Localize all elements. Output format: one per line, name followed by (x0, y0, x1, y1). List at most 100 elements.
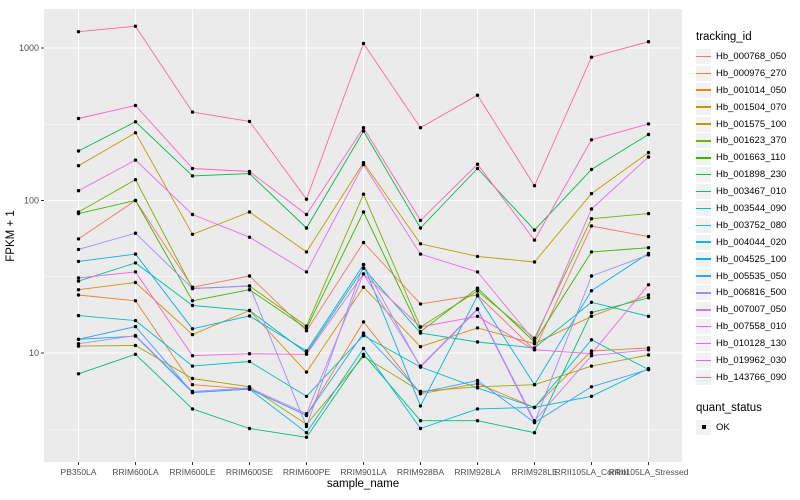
data-point (646, 367, 651, 372)
data-point (646, 253, 651, 257)
data-point (475, 286, 480, 290)
data-point (532, 348, 537, 352)
data-point (418, 390, 423, 395)
legend-key (696, 251, 711, 267)
data-point (361, 266, 366, 270)
data-point (133, 252, 138, 256)
legend-item-label: Hb_143766_090 (716, 371, 787, 383)
data-point (76, 342, 81, 346)
data-point (475, 294, 480, 298)
x-tick-label: RRIM600LA (112, 467, 159, 477)
data-point (646, 296, 651, 300)
data-point (247, 359, 252, 364)
legend-item: OK (696, 419, 762, 436)
x-tick-label: RRIM600PE (283, 467, 331, 477)
data-point (532, 228, 537, 232)
legend-key-line (696, 173, 711, 176)
legend-key-line (696, 156, 711, 159)
data-point (475, 407, 480, 411)
legend-key-line (696, 241, 711, 244)
data-point (133, 280, 138, 285)
data-point (247, 210, 252, 214)
data-point (190, 383, 195, 387)
legend-key-line (696, 309, 711, 311)
legend-item-label: Hb_001504_070 (716, 101, 787, 113)
data-point (361, 272, 366, 276)
data-point (532, 405, 537, 410)
data-point (247, 284, 252, 288)
legend-item: Hb_004525_100 (696, 251, 786, 268)
legend-key (696, 369, 711, 385)
data-point (190, 364, 195, 368)
data-point (361, 41, 366, 46)
data-point (646, 314, 651, 318)
data-point (532, 383, 537, 387)
data-point (133, 198, 138, 203)
legend-key (696, 285, 711, 301)
legend-item: Hb_019962_030 (696, 352, 786, 369)
data-point (646, 246, 651, 250)
data-point (76, 293, 81, 297)
x-tick-label: RRIM600LE (169, 467, 216, 477)
data-point (133, 333, 138, 338)
legend-items: Hb_000768_050 Hb_000976_270 Hb_001014_050 H… (696, 48, 786, 386)
legend-item: Hb_001014_050 (696, 82, 786, 99)
legend-key (696, 268, 711, 284)
data-point (475, 340, 480, 344)
data-point (304, 370, 309, 374)
legend-key (696, 48, 711, 64)
legend-key-line (696, 376, 711, 379)
legend-item-label: Hb_001663_110 (716, 152, 786, 164)
data-point (589, 310, 594, 315)
data-point (133, 352, 138, 356)
data-point (532, 339, 537, 343)
data-point (133, 270, 138, 274)
x-tick-label: RRIM928LE (511, 467, 558, 477)
legend-key-line (696, 55, 711, 58)
data-point (304, 226, 309, 230)
x-tick-label: RRII105LA_Stressed (609, 467, 689, 477)
legend-item-label: Hb_001014_050 (716, 84, 787, 96)
legend-key (696, 99, 711, 115)
legend-key (696, 150, 711, 166)
data-point (589, 167, 594, 172)
y-tick-label: 10 (29, 348, 39, 358)
legend-key-line (696, 325, 711, 328)
legend-item-label: Hb_019962_030 (716, 354, 787, 366)
legend-item-label: Hb_003752_080 (716, 219, 787, 231)
legend-item-label: Hb_001623_370 (716, 135, 787, 147)
data-point (76, 372, 81, 376)
data-point (589, 55, 594, 59)
data-point (76, 288, 81, 292)
legend-key (696, 217, 711, 233)
legend-item-label: Hb_000768_050 (716, 50, 787, 62)
data-point (133, 24, 138, 28)
data-point (418, 331, 423, 335)
data-point (76, 116, 81, 121)
data-point (190, 327, 195, 331)
data-point (361, 126, 366, 130)
legend-item: Hb_001663_110 (696, 149, 786, 166)
legend-key (696, 167, 711, 183)
data-point (361, 240, 366, 245)
data-point (646, 353, 651, 357)
data-point (475, 378, 480, 383)
data-point (361, 352, 366, 356)
data-point (589, 191, 594, 196)
data-point (589, 138, 594, 142)
data-point (361, 129, 366, 133)
y-axis-title: FPKM + 1 (5, 210, 17, 262)
legend-key (696, 352, 711, 368)
legend-key (696, 336, 711, 352)
data-point (418, 426, 423, 431)
x-axis-title: sample_name (326, 478, 400, 490)
data-point (589, 349, 594, 353)
data-point (475, 307, 480, 311)
data-point (190, 212, 195, 217)
legend-key (696, 184, 711, 200)
legend-item: Hb_001623_370 (696, 132, 786, 149)
data-point (418, 218, 423, 223)
data-point (247, 119, 252, 124)
legend-key (696, 116, 711, 132)
legend-item: Hb_004044_020 (696, 234, 786, 251)
